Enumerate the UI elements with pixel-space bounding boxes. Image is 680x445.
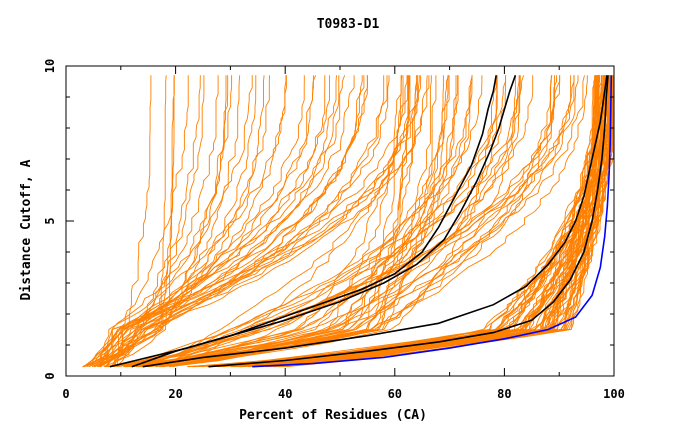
model-line-mid-coverage (106, 75, 572, 368)
model-line-low-coverage (107, 75, 346, 367)
model-line-mid-coverage (130, 75, 402, 368)
model-line-mid-coverage (155, 75, 411, 368)
x-tick-label: 0 (62, 387, 69, 401)
axis-ticks: 0 20 40 60 80 100 0 5 10 (43, 59, 625, 401)
series-line-best-model (252, 75, 613, 368)
model-line-low-coverage (97, 75, 265, 368)
x-axis-label: Percent of Residues (CA) (239, 408, 427, 423)
model-line-mid-coverage (159, 75, 418, 368)
x-tick-label: 60 (388, 387, 402, 401)
model-line-mid-coverage (130, 75, 437, 368)
model-line-mid-coverage (146, 75, 579, 368)
model-line-low-coverage (98, 75, 287, 367)
model-line-mid-coverage (169, 75, 450, 368)
model-line-mid-coverage (143, 75, 449, 368)
model-line-mid-coverage (128, 75, 561, 368)
model-line-mid-coverage (106, 75, 409, 368)
series-line-highlighted-2 (131, 75, 517, 368)
x-tick-label: 20 (168, 387, 182, 401)
model-line-low-coverage (86, 75, 219, 368)
series-line-highlighted-4 (208, 75, 609, 368)
model-line-high-coverage (261, 75, 599, 368)
model-line-low-coverage (110, 75, 205, 367)
x-tick-label: 100 (603, 387, 625, 401)
model-line-mid-coverage (135, 75, 552, 368)
model-line-low-coverage (99, 75, 253, 367)
y-tick-label: 10 (43, 59, 57, 73)
model-line-high-coverage (187, 75, 614, 368)
plot-lines (82, 75, 614, 368)
model-line-mid-coverage (172, 75, 497, 368)
model-line-low-coverage (97, 75, 365, 368)
model-line-mid-coverage (139, 75, 557, 368)
model-line-mid-coverage (125, 75, 585, 368)
model-line-low-coverage (104, 75, 287, 368)
model-line-mid-coverage (136, 75, 473, 368)
model-line-low-coverage (117, 75, 305, 367)
model-line-mid-coverage (141, 75, 450, 368)
model-line-mid-coverage (162, 75, 498, 368)
model-line-low-coverage (84, 75, 233, 368)
model-line-mid-coverage (129, 75, 520, 368)
model-line-low-coverage (94, 75, 175, 368)
model-line-mid-coverage (126, 75, 457, 368)
model-line-mid-coverage (140, 75, 521, 368)
model-line-mid-coverage (141, 75, 483, 368)
chart-title: T0983-D1 (317, 17, 380, 32)
model-line-high-coverage (249, 75, 604, 368)
model-line-low-coverage (98, 75, 368, 367)
y-tick-label: 0 (43, 372, 57, 379)
model-line-low-coverage (84, 75, 326, 368)
model-line-high-coverage (275, 75, 610, 368)
model-line-low-coverage (104, 75, 175, 368)
model-line-low-coverage (113, 75, 430, 367)
model-line-low-coverage (101, 75, 330, 367)
model-line-low-coverage (99, 75, 241, 368)
y-axis-label: Distance Cutoff, A (19, 159, 34, 300)
model-line-low-coverage (99, 75, 152, 368)
model-line-mid-coverage (125, 75, 459, 368)
model-line-mid-coverage (124, 75, 410, 368)
model-line-mid-coverage (160, 75, 473, 368)
x-tick-label: 80 (497, 387, 511, 401)
model-line-mid-coverage (148, 75, 520, 368)
model-line-mid-coverage (132, 75, 408, 368)
series-line-highlighted-3 (142, 75, 608, 368)
x-tick-label: 40 (278, 387, 292, 401)
model-line-mid-coverage (155, 75, 575, 368)
model-line-low-coverage (83, 75, 428, 368)
y-tick-label: 5 (43, 217, 57, 224)
model-line-mid-coverage (124, 75, 432, 368)
model-line-mid-coverage (161, 75, 516, 368)
model-line-low-coverage (83, 75, 337, 368)
